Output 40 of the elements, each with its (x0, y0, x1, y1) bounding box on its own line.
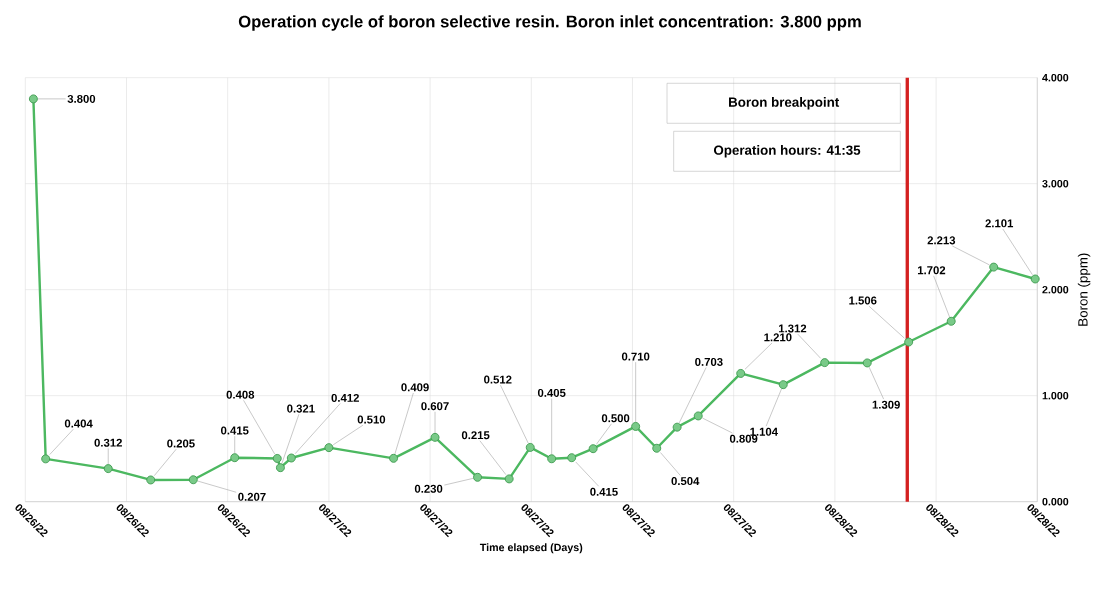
y-tick-label: 2.000 (1042, 285, 1069, 294)
text: 0.512 (484, 375, 512, 384)
text: 1.104 (750, 427, 778, 436)
text: 0.230 (414, 484, 443, 493)
text: 0.415 (590, 487, 618, 496)
text: 0.415 (220, 426, 249, 435)
text: 0.504 (671, 477, 700, 486)
text: 1.312 (778, 324, 807, 333)
text: 0.408 (226, 390, 255, 399)
y-tick-label: 1.000 (1042, 391, 1069, 400)
y-tick-label: 3.000 (1042, 179, 1069, 188)
text: 0.405 (537, 388, 566, 397)
y-tick-label: 4.000 (1042, 73, 1069, 82)
text: 0.205 (167, 439, 195, 448)
y-tick-label: 0.000 (1042, 497, 1069, 506)
text: 0.321 (287, 404, 315, 413)
text: 0.312 (94, 438, 122, 447)
text: 2.213 (927, 236, 956, 245)
text: 3.800 (67, 94, 96, 103)
text: 0.607 (421, 402, 449, 411)
chart-title: Operation cycle of boron selective resin. Boron inlet concentration: 3.800 ppm (238, 15, 861, 31)
text: 0.500 (601, 414, 630, 423)
text: 1.309 (872, 400, 900, 409)
x-axis-title: Time elapsed (Days) (479, 543, 583, 554)
text: 1.210 (764, 333, 792, 342)
annotation: Boron breakpoint (729, 97, 840, 110)
text: 0.710 (621, 352, 650, 361)
text: 2.101 (985, 219, 1014, 228)
text: 0.409 (401, 383, 429, 392)
text: 0.809 (729, 434, 758, 443)
text: 0.207 (238, 492, 266, 501)
text: 1.506 (849, 296, 877, 305)
annotation: Operation hours: 41:35 (713, 145, 861, 158)
y-axis-title: Boron (ppm) (1077, 253, 1091, 326)
text: 0.412 (331, 393, 359, 402)
text: 0.215 (461, 431, 490, 440)
text: 0.404 (64, 419, 93, 428)
text: 0.510 (357, 415, 386, 424)
text: 0.703 (695, 357, 723, 366)
text: 1.702 (917, 266, 946, 275)
